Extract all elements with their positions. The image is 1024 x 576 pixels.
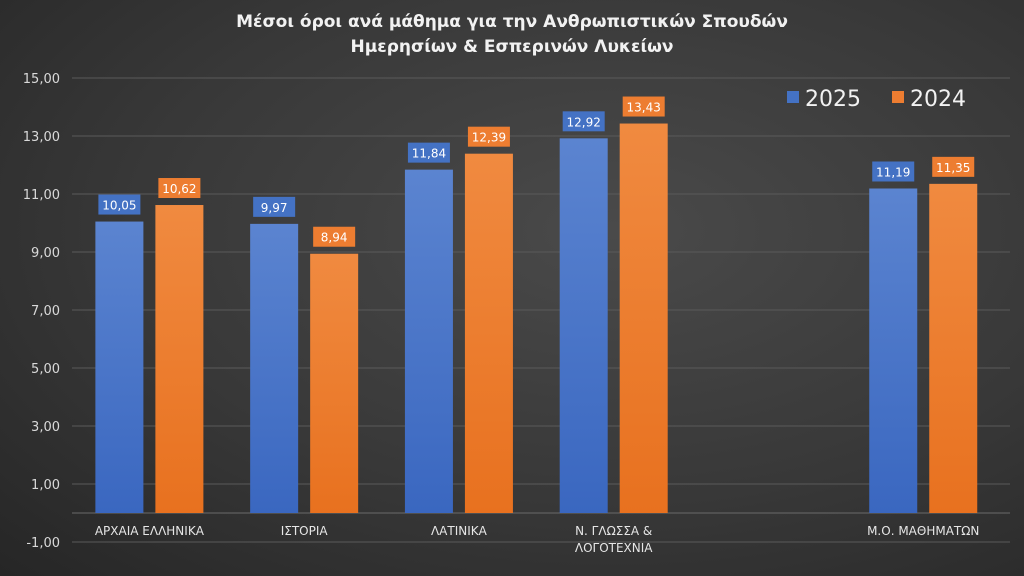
data-label: 8,94 <box>321 231 348 245</box>
bar-2024 <box>619 123 668 513</box>
data-label-box <box>467 126 510 147</box>
bar-2025 <box>404 169 453 513</box>
data-label: 9,97 <box>261 201 288 215</box>
bar-2024 <box>464 153 513 513</box>
y-tick-label: 15,00 <box>23 72 60 87</box>
bar-2025 <box>250 223 299 513</box>
data-label: 11,19 <box>876 165 910 179</box>
data-label-box <box>253 196 296 217</box>
data-label-box <box>562 111 605 132</box>
y-tick-label: 9,00 <box>31 246 60 261</box>
y-tick-label: 7,00 <box>31 304 60 319</box>
bar-2025 <box>559 138 608 513</box>
data-label-box <box>622 96 665 117</box>
legend-label: 2024 <box>910 87 966 112</box>
chart-title: Μέσοι όροι ανά μάθημα για την Ανθρωπιστι… <box>0 10 1024 60</box>
y-tick-label: 13,00 <box>23 130 60 145</box>
category-label: ΙΣΤΟΡΙΑ <box>281 524 329 538</box>
data-label: 10,62 <box>162 182 196 196</box>
category-label: ΑΡΧΑΙΑ ΕΛΛΗΝΙΚΑ <box>95 524 205 538</box>
legend-swatch-2025 <box>787 91 799 103</box>
data-label-box <box>158 178 201 199</box>
bar-2025 <box>869 188 918 514</box>
bar-2025 <box>95 221 144 514</box>
y-tick-label: 3,00 <box>31 420 60 435</box>
category-label: Μ.Ο. ΜΑΘΗΜΑΤΩΝ <box>867 524 979 538</box>
data-label: 12,92 <box>567 115 601 129</box>
title-line-2: Ημερησίων & Εσπερινών Λυκείων <box>350 37 674 57</box>
title-line-1: Μέσοι όροι ανά μάθημα για την Ανθρωπιστι… <box>236 12 788 32</box>
bar-2024 <box>929 183 978 513</box>
data-label-box <box>872 161 915 182</box>
y-tick-label: -1,00 <box>26 536 60 551</box>
y-tick-label: 5,00 <box>31 362 60 377</box>
data-label: 11,84 <box>412 147 446 161</box>
bar-2024 <box>155 205 204 513</box>
y-tick-label: 11,00 <box>23 188 60 203</box>
data-label: 13,43 <box>627 101 661 115</box>
category-label: Ν. ΓΛΩΣΣΑ & <box>575 524 652 538</box>
bar-2024 <box>310 253 359 514</box>
category-label: ΛΑΤΙΝΙΚΑ <box>431 524 488 538</box>
data-label: 11,35 <box>936 161 970 175</box>
data-label-box <box>932 156 975 177</box>
category-label: ΛΟΓΟΤΕΧΝΙΑ <box>575 541 653 555</box>
legend-swatch-2024 <box>892 91 904 103</box>
data-label: 10,05 <box>102 199 136 213</box>
data-label-box <box>313 226 356 247</box>
y-tick-label: 1,00 <box>31 478 60 493</box>
legend-label: 2025 <box>805 87 861 112</box>
data-label-box <box>98 194 141 215</box>
data-label-box <box>407 142 450 163</box>
data-label: 12,39 <box>472 131 506 145</box>
